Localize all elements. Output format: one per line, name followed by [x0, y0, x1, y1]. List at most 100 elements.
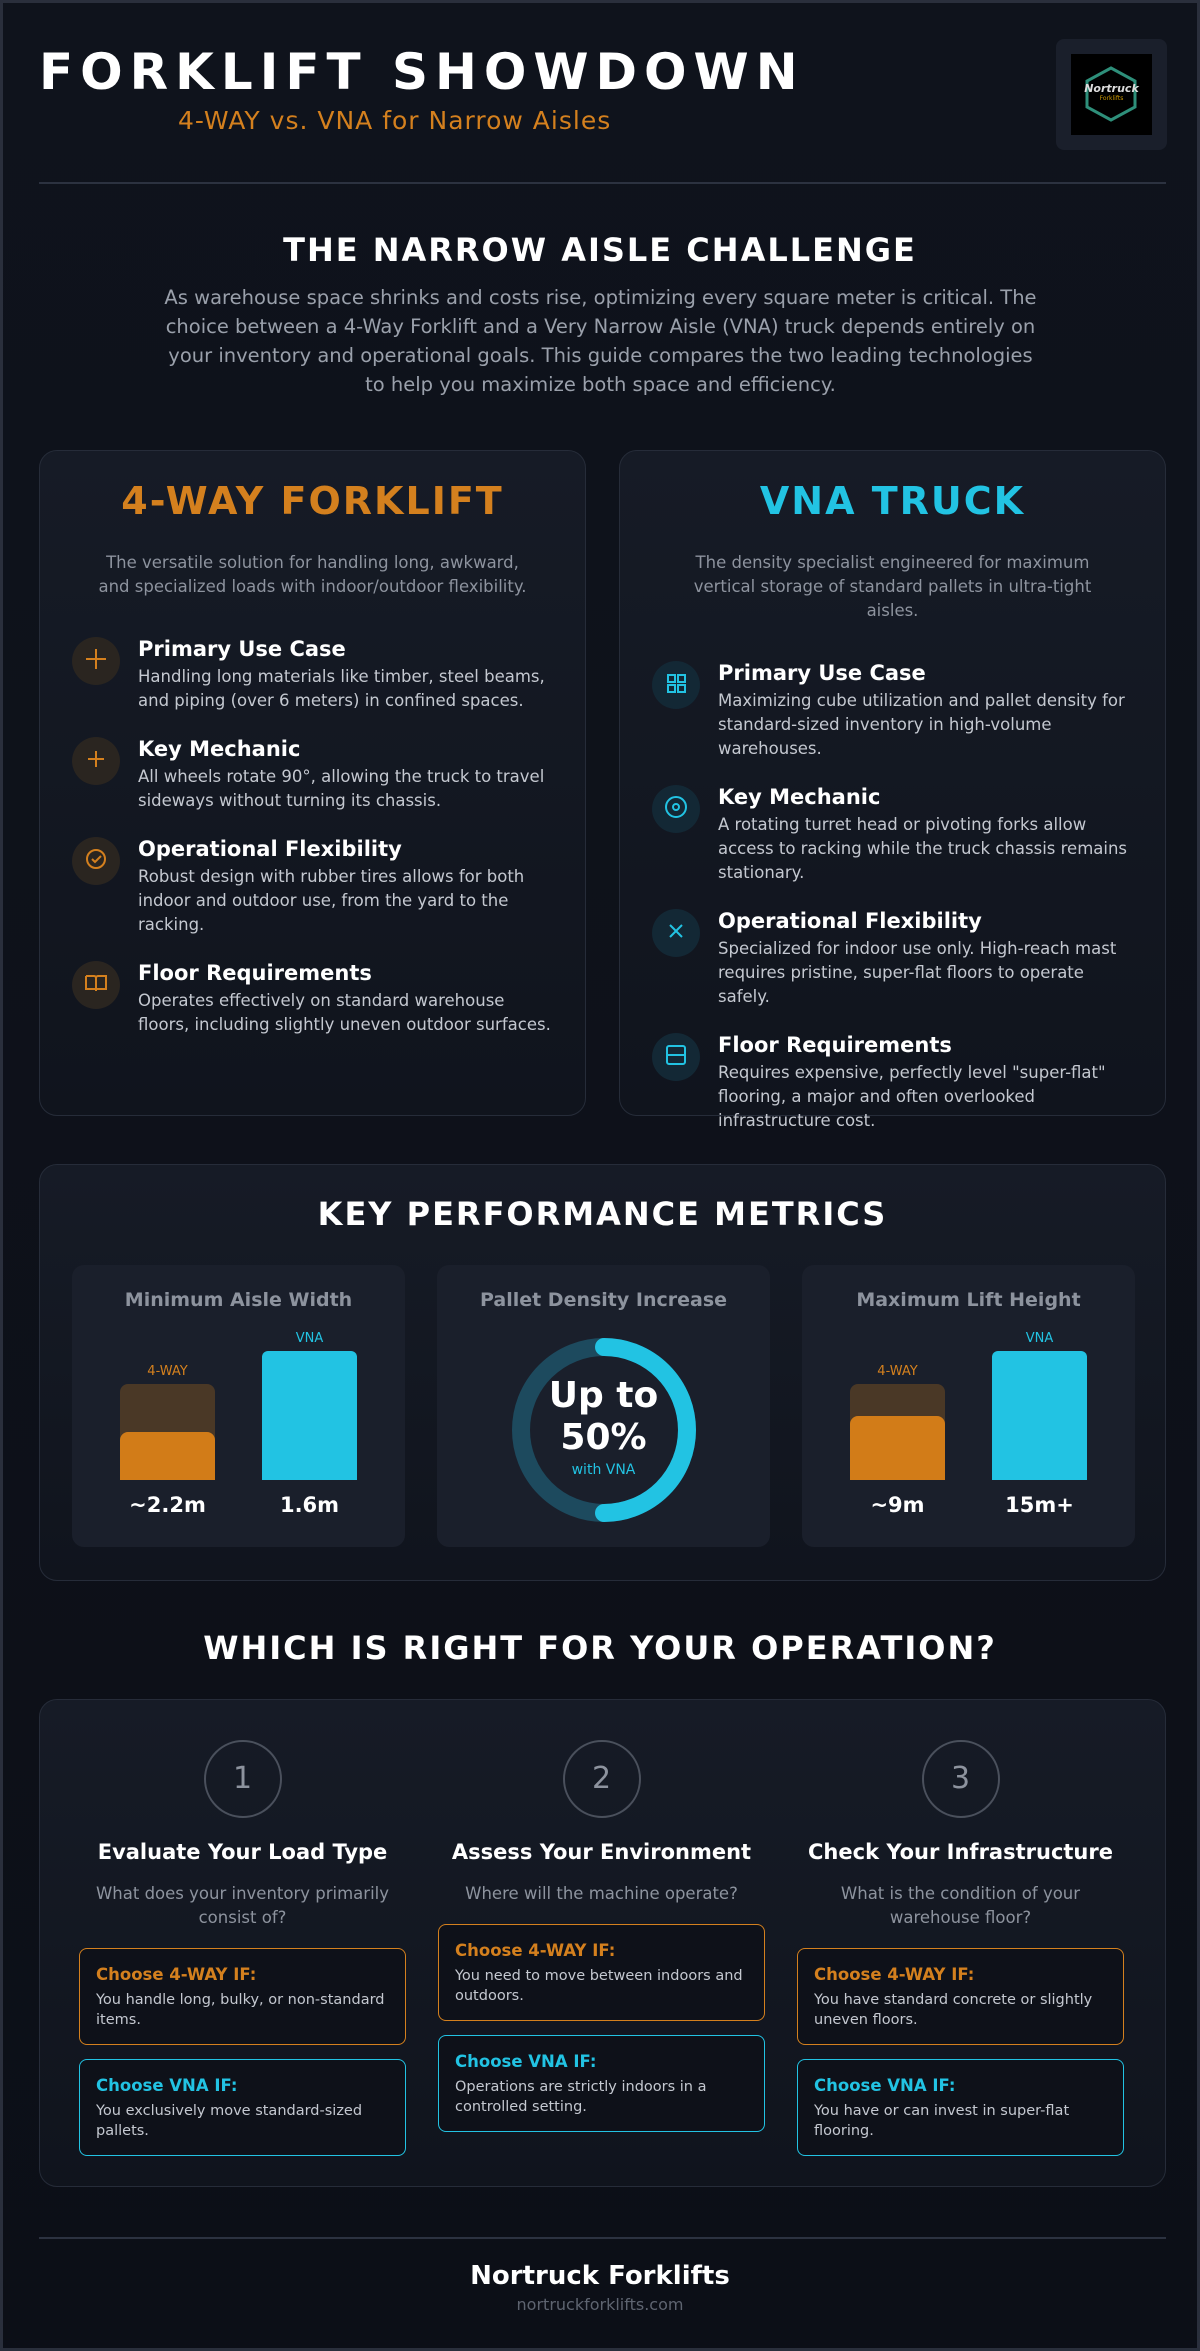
step-number: 2	[562, 1740, 641, 1818]
feature-icon	[652, 661, 700, 709]
feature-title: Floor Requirements	[718, 1033, 952, 1057]
option: Choose 4-WAY IF: You need to move between…	[438, 1924, 765, 2021]
option-text: You exclusively move standard-sized pall…	[96, 2103, 363, 2139]
metric-title: Maximum Lift Height	[856, 1289, 1081, 1311]
step-question: What does your inventory primarily consi…	[95, 1884, 390, 1927]
subtitle: 4-WAY vs. VNA for Narrow Aisles	[178, 106, 612, 135]
metric-value: ~2.2m	[129, 1493, 206, 1517]
icon	[652, 659, 700, 711]
bar	[850, 1416, 945, 1480]
logo-text: Nortruck	[1084, 82, 1139, 95]
step-number: 3	[921, 1740, 1000, 1818]
option: Choose VNA IF: Operations are strictly in…	[438, 2035, 765, 2132]
option: Choose VNA IF: You exclusively move stand…	[79, 2059, 406, 2156]
option-text: You need to move between indoors and out…	[455, 1968, 743, 2004]
machine-description: The density specialist engineered for ma…	[693, 553, 1092, 620]
logo-text: Forklifts	[1099, 95, 1124, 102]
main-title: FORKLIFT SHOWDOWN	[39, 43, 805, 101]
feature-body: Key Mechanic All wheels rotate 90°, allow…	[138, 737, 553, 813]
option-text: You handle long, bulky, or non-standard …	[96, 1992, 385, 2028]
icon	[652, 783, 700, 835]
feature-body: Floor Requirements Requires expensive, pe…	[718, 1033, 1133, 1133]
metric-sub: with VNA	[571, 1462, 636, 1478]
graphic	[666, 1045, 686, 1065]
bar	[992, 1351, 1087, 1480]
icon	[72, 635, 120, 687]
feature-text: Specialized for indoor use only. High-re…	[718, 939, 1117, 1006]
section-title: KEY PERFORMANCE METRICS	[317, 1195, 888, 1233]
step: 3 Check Your Infrastructure What is the co…	[797, 1740, 1124, 2170]
machine-description: The versatile solution for handling long…	[98, 553, 527, 596]
feature-icon	[72, 837, 120, 885]
metric-title: Pallet Density Increase	[479, 1289, 728, 1311]
feature-icon	[652, 909, 700, 957]
step-title: Assess Your Environment	[451, 1840, 752, 1864]
option-label: Choose 4-WAY IF:	[814, 1965, 975, 1984]
intro-text: As warehouse space shrinks and costs ris…	[164, 286, 1037, 396]
metric-big: Up to	[548, 1375, 659, 1416]
metric-card: Maximum Lift Height 4-WAY VNA ~9m 15m+	[802, 1265, 1135, 1547]
feature-title: Key Mechanic	[718, 785, 881, 809]
option: Choose VNA IF: You have or can invest in …	[797, 2059, 1124, 2156]
bar-label: VNA	[1025, 1331, 1054, 1346]
metric-value: 1.6m	[279, 1493, 340, 1517]
option-text: You have or can invest in super-flat flo…	[814, 2103, 1070, 2139]
graphic	[665, 796, 687, 818]
feature-icon	[652, 785, 700, 833]
graphic	[669, 924, 683, 938]
feature-icon	[652, 1033, 700, 1081]
section-title: THE NARROW AISLE CHALLENGE	[283, 231, 917, 269]
graphic	[88, 751, 104, 767]
feature-title: Operational Flexibility	[718, 909, 982, 933]
metric-title: Minimum Aisle Width	[124, 1289, 353, 1311]
bar-label: VNA	[295, 1331, 324, 1346]
feature-text: Handling long materials like timber, ste…	[138, 667, 545, 710]
footer-url: nortruckforklifts.com	[516, 2295, 684, 2314]
metric-value: 15m+	[1005, 1493, 1074, 1517]
feature: Operational Flexibility Specialized for i…	[652, 909, 1133, 1009]
feature-text: Requires expensive, perfectly level "sup…	[718, 1063, 1106, 1130]
option-label: Choose 4-WAY IF:	[455, 1941, 616, 1960]
metric-card: Minimum Aisle Width 4-WAY VNA ~2.2m 1.6m	[72, 1265, 405, 1547]
machine-card: 4-WAY FORKLIFT The versatile solution for…	[39, 450, 586, 1116]
feature-text: Robust design with rubber tires allows f…	[138, 867, 525, 934]
bar	[262, 1351, 357, 1480]
logo: Nortruck Forklifts	[1071, 54, 1152, 135]
option-text: Operations are strictly indoors in a con…	[455, 2079, 707, 2115]
feature-body: Operational Flexibility Specialized for i…	[718, 909, 1133, 1009]
decision-panel: 1 Evaluate Your Load Type What does your i…	[39, 1699, 1166, 2187]
feature-title: Floor Requirements	[138, 961, 372, 985]
step: 1 Evaluate Your Load Type What does your i…	[79, 1740, 406, 2170]
option: Choose 4-WAY IF: You have standard concre…	[797, 1948, 1124, 2045]
option-label: Choose VNA IF:	[455, 2052, 597, 2071]
icon	[72, 835, 120, 887]
feature-text: All wheels rotate 90°, allowing the truc…	[138, 767, 545, 810]
feature-title: Primary Use Case	[138, 637, 346, 661]
feature: Floor Requirements Operates effectively o…	[72, 961, 553, 1037]
logo-box: Nortruck Forklifts	[1056, 39, 1167, 150]
divider	[39, 182, 1166, 184]
option-label: Choose VNA IF:	[814, 2076, 956, 2095]
feature-text: Maximizing cube utilization and pallet d…	[718, 691, 1125, 758]
machine-title: 4-WAY FORKLIFT	[121, 479, 504, 523]
feature: Primary Use Case Maximizing cube utilizat…	[652, 661, 1133, 761]
graphic	[86, 849, 106, 869]
graphic	[1085, 66, 1137, 122]
feature-text: Operates effectively on standard warehou…	[138, 991, 551, 1034]
feature-text: A rotating turret head or pivoting forks…	[718, 815, 1128, 882]
icon	[1081, 64, 1141, 128]
feature: Operational Flexibility Robust design wit…	[72, 837, 553, 937]
option-label: Choose 4-WAY IF:	[96, 1965, 257, 1984]
icon	[72, 959, 120, 1011]
icon	[504, 1330, 704, 1534]
graphic	[86, 649, 106, 669]
feature-title: Key Mechanic	[138, 737, 301, 761]
step-title: Evaluate Your Load Type	[97, 1840, 388, 1864]
step-number: 1	[203, 1740, 282, 1818]
machine-card: VNA TRUCK The density specialist engineer…	[619, 450, 1166, 1130]
graphic	[512, 1338, 696, 1522]
icon	[652, 1031, 700, 1083]
bar-label: 4-WAY	[877, 1364, 918, 1379]
feature-title: Operational Flexibility	[138, 837, 402, 861]
